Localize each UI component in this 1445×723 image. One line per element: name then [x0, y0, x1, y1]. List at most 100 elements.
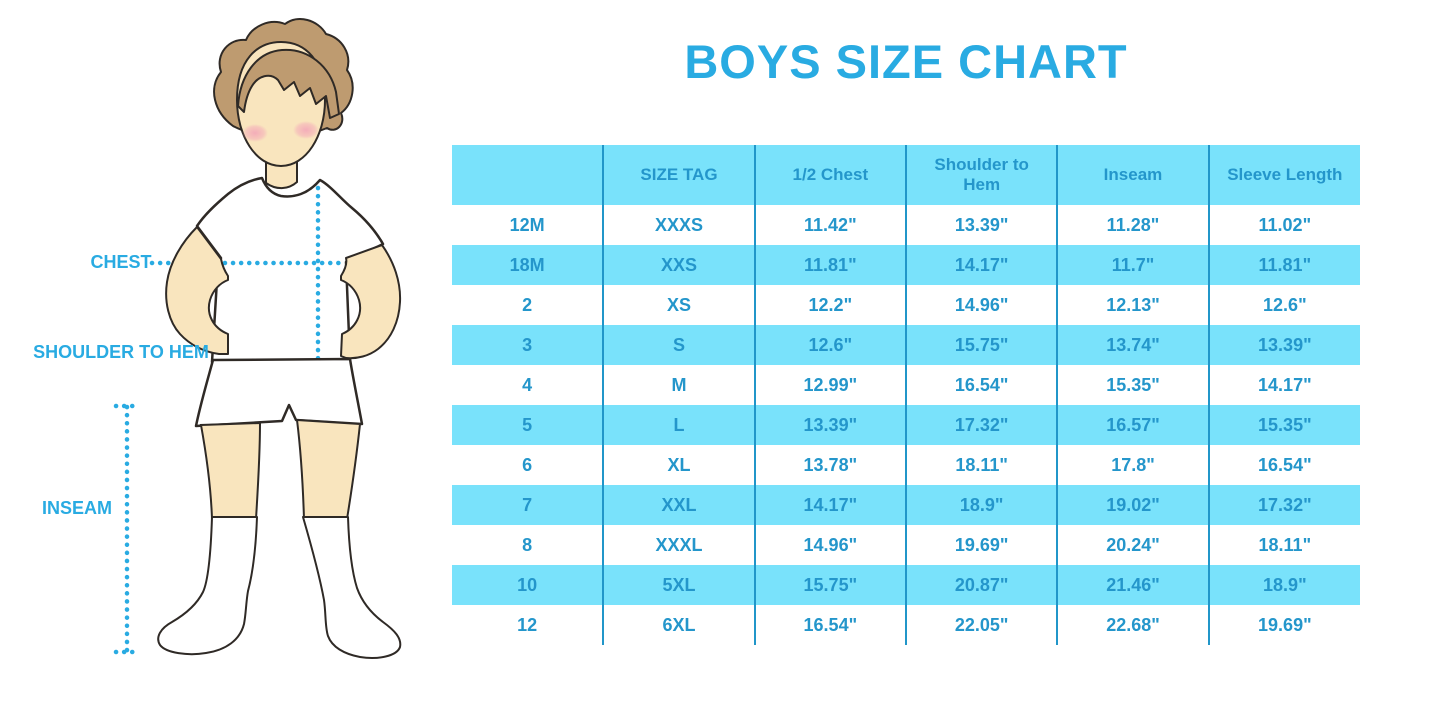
value-cell: 11.28": [1056, 205, 1209, 245]
size-cell: 12: [452, 605, 604, 645]
value-cell: 19.69": [904, 525, 1058, 565]
table-row: 5 L 13.39" 17.32" 16.57" 15.35": [452, 405, 1360, 445]
value-cell: 11.02": [1207, 205, 1360, 245]
header-cell-inseam: Inseam: [1056, 145, 1209, 205]
value-cell: 15.75": [753, 565, 906, 605]
chest-label: CHEST: [90, 252, 151, 272]
size-cell: 7: [452, 485, 604, 525]
table-row: 6 XL 13.78" 18.11" 17.8" 16.54": [452, 445, 1360, 485]
value-cell: M: [602, 365, 755, 405]
value-cell: 22.05": [904, 605, 1058, 645]
value-cell: 15.35": [1056, 365, 1209, 405]
size-cell: 3: [452, 325, 604, 365]
value-cell: 13.39": [1207, 325, 1360, 365]
value-cell: 18.9": [904, 485, 1058, 525]
value-cell: 13.74": [1056, 325, 1209, 365]
value-cell: 12.6": [753, 325, 906, 365]
value-cell: 13.39": [753, 405, 906, 445]
value-cell: 12.2": [753, 285, 906, 325]
size-cell: 4: [452, 365, 604, 405]
value-cell: 15.35": [1207, 405, 1360, 445]
table-row: 4 M 12.99" 16.54" 15.35" 14.17": [452, 365, 1360, 405]
table-row: 3 S 12.6" 15.75" 13.74" 13.39": [452, 325, 1360, 365]
left-leg: [199, 421, 262, 520]
value-cell: 14.17": [753, 485, 906, 525]
value-cell: 5XL: [602, 565, 755, 605]
value-cell: 14.17": [1207, 365, 1360, 405]
value-cell: 13.78": [753, 445, 906, 485]
header-row: SIZE TAG 1/2 Chest Shoulder to Hem Insea…: [452, 145, 1360, 205]
size-table-body: 12M XXXS 11.42" 13.39" 11.28" 11.02" 18M XXS 11.…: [452, 205, 1360, 645]
value-cell: 17.32": [904, 405, 1058, 445]
value-cell: 19.02": [1056, 485, 1209, 525]
table-row: 10 5XL 15.75" 20.87" 21.46" 18.9": [452, 565, 1360, 605]
right-leg: [295, 418, 362, 520]
right-sock: [302, 516, 402, 659]
table-row: 12M XXXS 11.42" 13.39" 11.28" 11.02": [452, 205, 1360, 245]
size-cell: 8: [452, 525, 604, 565]
value-cell: XXS: [602, 245, 755, 285]
size-cell: 6: [452, 445, 604, 485]
header-cell-sleeve-length: Sleeve Length: [1207, 145, 1360, 205]
value-cell: 16.54": [1207, 445, 1360, 485]
value-cell: 17.8": [1056, 445, 1209, 485]
value-cell: 12.6": [1207, 285, 1360, 325]
left-arm: [165, 226, 229, 355]
value-cell: 11.42": [753, 205, 906, 245]
value-cell: XXL: [602, 485, 755, 525]
size-table: SIZE TAG 1/2 Chest Shoulder to Hem Insea…: [452, 145, 1360, 645]
value-cell: XS: [602, 285, 755, 325]
inseam-label: INSEAM: [42, 498, 112, 518]
shorts: [194, 357, 364, 428]
value-cell: 11.81": [753, 245, 906, 285]
value-cell: 13.39": [904, 205, 1058, 245]
value-cell: 20.24": [1056, 525, 1209, 565]
value-cell: XXXL: [602, 525, 755, 565]
table-row: 18M XXS 11.81" 14.17" 11.7" 11.81": [452, 245, 1360, 285]
value-cell: 18.11": [1207, 525, 1360, 565]
size-cell: 10: [452, 565, 604, 605]
table-row: 7 XXL 14.17" 18.9" 19.02" 17.32": [452, 485, 1360, 525]
t-shirt: [195, 176, 385, 364]
value-cell: 14.17": [904, 245, 1058, 285]
value-cell: L: [602, 405, 755, 445]
value-cell: 18.11": [904, 445, 1058, 485]
header-cell-shoulder-to-hem: Shoulder to Hem: [904, 145, 1058, 205]
table-row: 2 XS 12.2" 14.96" 12.13" 12.6": [452, 285, 1360, 325]
size-cell: 5: [452, 405, 604, 445]
size-cell: 12M: [452, 205, 604, 245]
value-cell: 14.96": [753, 525, 906, 565]
value-cell: 11.81": [1207, 245, 1360, 285]
table-row: 8 XXXL 14.96" 19.69" 20.24" 18.11": [452, 525, 1360, 565]
value-cell: 16.57": [1056, 405, 1209, 445]
value-cell: 14.96": [904, 285, 1058, 325]
value-cell: 21.46": [1056, 565, 1209, 605]
blush-left-cheek: [242, 124, 268, 142]
value-cell: 6XL: [602, 605, 755, 645]
page-title: BOYS SIZE CHART: [684, 35, 1128, 88]
value-cell: 20.87": [904, 565, 1058, 605]
value-cell: S: [602, 325, 755, 365]
value-cell: XXXS: [602, 205, 755, 245]
left-sock: [157, 516, 258, 656]
size-table-header: SIZE TAG 1/2 Chest Shoulder to Hem Insea…: [452, 145, 1360, 205]
value-cell: 11.7": [1056, 245, 1209, 285]
header-cell-size-tag: SIZE TAG: [602, 145, 755, 205]
value-cell: 12.99": [753, 365, 906, 405]
value-cell: XL: [602, 445, 755, 485]
table-row: 12 6XL 16.54" 22.05" 22.68" 19.69": [452, 605, 1360, 645]
shoulder-to-hem-label: SHOULDER TO HEM: [33, 342, 209, 362]
size-cell: 18M: [452, 245, 604, 285]
value-cell: 17.32": [1207, 485, 1360, 525]
header-cell-size: [452, 145, 604, 205]
value-cell: 16.54": [904, 365, 1058, 405]
value-cell: 18.9": [1207, 565, 1360, 605]
hair-fringe: [237, 48, 340, 119]
size-cell: 2: [452, 285, 604, 325]
value-cell: 22.68": [1056, 605, 1209, 645]
value-cell: 16.54": [753, 605, 906, 645]
header-cell-half-chest: 1/2 Chest: [753, 145, 906, 205]
boy-measurement-illustration: CHEST SHOULDER TO HEM INSEAM: [33, 18, 402, 659]
blush-right-cheek: [293, 121, 319, 139]
